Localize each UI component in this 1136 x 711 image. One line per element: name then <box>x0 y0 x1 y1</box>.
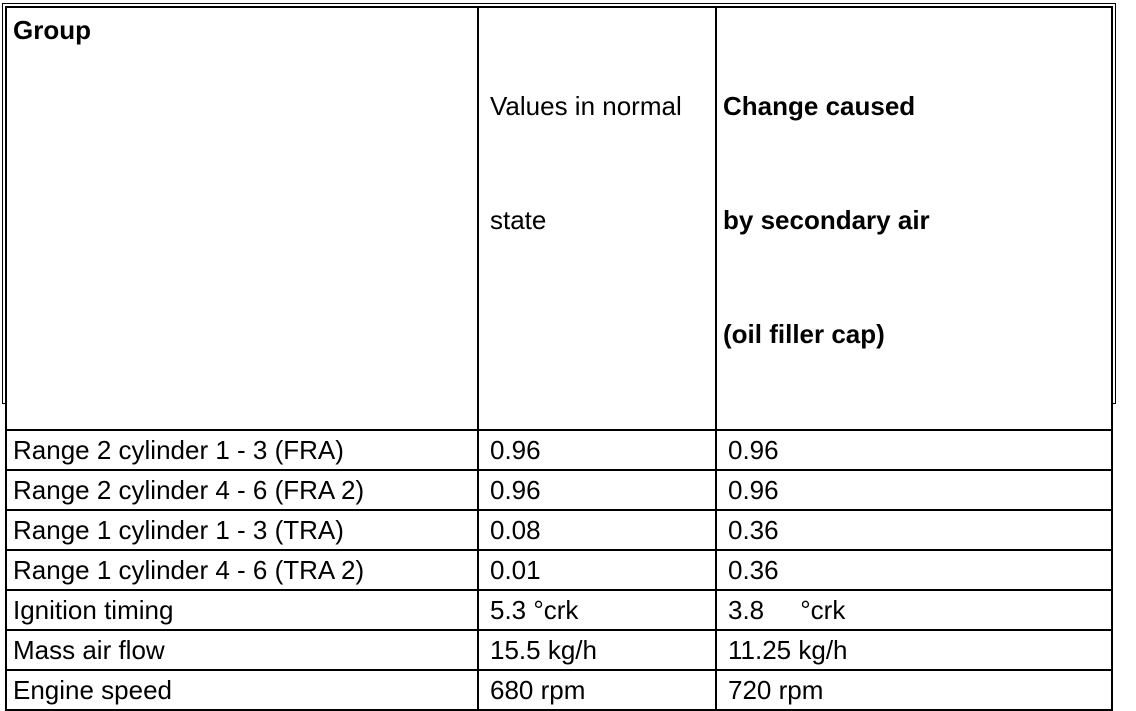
group-cell: Range 2 cylinder 1 - 3 (FRA) <box>5 429 479 471</box>
header-line: Values in normal <box>490 91 682 121</box>
header-line: Change caused <box>723 91 916 121</box>
header-line: by secondary air <box>723 205 930 235</box>
normal-value-cell: 0.96 <box>477 429 717 471</box>
group-cell: Range 2 cylinder 4 - 6 (FRA 2) <box>5 469 479 511</box>
group-cell: Engine speed <box>5 669 479 711</box>
table-row: Range 1 cylinder 4 - 6 (TRA 2) 0.01 0.36 <box>5 549 1113 591</box>
normal-value-cell: 680 rpm <box>477 669 717 711</box>
normal-value-cell: 5.3 °crk <box>477 589 717 631</box>
results-table: Group Values in normal state Change caus… <box>5 6 1113 711</box>
change-value-cell: 720 rpm <box>715 669 1113 711</box>
table-row: Range 2 cylinder 4 - 6 (FRA 2) 0.96 0.96 <box>5 469 1113 511</box>
normal-value-cell: 0.01 <box>477 549 717 591</box>
normal-value-cell: 15.5 kg/h <box>477 629 717 671</box>
group-cell: Range 1 cylinder 1 - 3 (TRA) <box>5 509 479 551</box>
column-header-change: Change caused by secondary air (oil fill… <box>715 6 1113 431</box>
column-header-group: Group <box>5 6 479 431</box>
normal-value-cell: 0.08 <box>477 509 717 551</box>
group-cell: Ignition timing <box>5 589 479 631</box>
change-value-cell: 0.36 <box>715 509 1113 551</box>
change-value-cell: 0.96 <box>715 469 1113 511</box>
table-row: Mass air flow 15.5 kg/h 11.25 kg/h <box>5 629 1113 671</box>
table-row: Range 1 cylinder 1 - 3 (TRA) 0.08 0.36 <box>5 509 1113 551</box>
table-row: Engine speed 680 rpm 720 rpm <box>5 669 1113 711</box>
change-value-cell: 3.8 °crk <box>715 589 1113 631</box>
header-row: Group Values in normal state Change caus… <box>5 6 1113 431</box>
change-value-cell: 0.36 <box>715 549 1113 591</box>
column-header-normal-values: Values in normal state <box>477 6 717 431</box>
table-row: Range 2 cylinder 1 - 3 (FRA) 0.96 0.96 <box>5 429 1113 471</box>
change-value-cell: 0.96 <box>715 429 1113 471</box>
header-line: state <box>490 205 547 235</box>
group-cell: Range 1 cylinder 4 - 6 (TRA 2) <box>5 549 479 591</box>
normal-value-cell: 0.96 <box>477 469 717 511</box>
group-cell: Mass air flow <box>5 629 479 671</box>
change-value-cell: 11.25 kg/h <box>715 629 1113 671</box>
header-line: (oil filler cap) <box>723 319 885 349</box>
table-outer-frame: Group Values in normal state Change caus… <box>2 3 1116 711</box>
table-row: Ignition timing 5.3 °crk 3.8 °crk <box>5 589 1113 631</box>
